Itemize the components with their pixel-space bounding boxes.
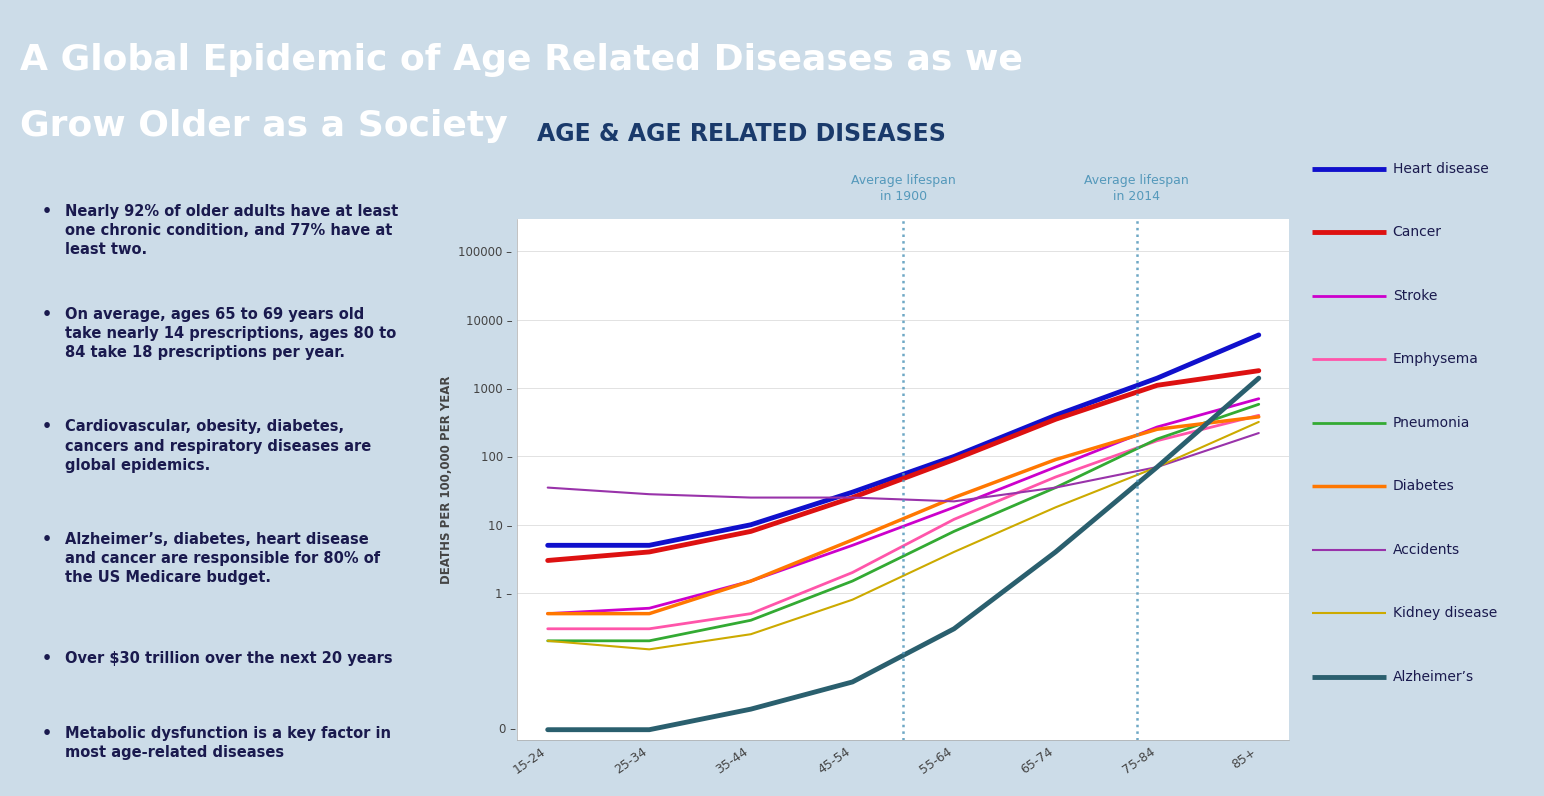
Text: Stroke: Stroke (1393, 289, 1437, 303)
Text: •: • (42, 204, 52, 219)
Text: Alzheimer’s: Alzheimer’s (1393, 669, 1475, 684)
Text: Over $30 trillion over the next 20 years: Over $30 trillion over the next 20 years (65, 650, 392, 665)
Y-axis label: DEATHS PER 100,000 PER YEAR: DEATHS PER 100,000 PER YEAR (440, 376, 452, 583)
Text: Average lifespan
in 2014: Average lifespan in 2014 (1084, 174, 1189, 203)
Text: Cancer: Cancer (1393, 225, 1442, 240)
Text: Cardiovascular, obesity, diabetes,
cancers and respiratory diseases are
global e: Cardiovascular, obesity, diabetes, cance… (65, 419, 371, 473)
Text: •: • (42, 532, 52, 547)
Text: Accidents: Accidents (1393, 543, 1459, 557)
Text: •: • (42, 419, 52, 435)
Text: Nearly 92% of older adults have at least
one chronic condition, and 77% have at
: Nearly 92% of older adults have at least… (65, 204, 398, 257)
Text: Pneumonia: Pneumonia (1393, 416, 1470, 430)
Text: •: • (42, 650, 52, 665)
Text: Alzheimer’s, diabetes, heart disease
and cancer are responsible for 80% of
the U: Alzheimer’s, diabetes, heart disease and… (65, 532, 380, 585)
Text: A Global Epidemic of Age Related Diseases as we: A Global Epidemic of Age Related Disease… (20, 44, 1024, 77)
Text: Heart disease: Heart disease (1393, 162, 1488, 176)
Text: Metabolic dysfunction is a key factor in
most age-related diseases: Metabolic dysfunction is a key factor in… (65, 726, 391, 759)
Text: 0 –: 0 – (499, 724, 516, 736)
Text: On average, ages 65 to 69 years old
take nearly 14 prescriptions, ages 80 to
84 : On average, ages 65 to 69 years old take… (65, 307, 397, 361)
Text: Emphysema: Emphysema (1393, 353, 1479, 366)
Text: Kidney disease: Kidney disease (1393, 607, 1498, 620)
Text: Grow Older as a Society: Grow Older as a Society (20, 108, 508, 142)
Text: Diabetes: Diabetes (1393, 479, 1454, 494)
Text: •: • (42, 307, 52, 322)
Text: Average lifespan
in 1900: Average lifespan in 1900 (851, 174, 956, 203)
Text: •: • (42, 726, 52, 740)
Text: AGE & AGE RELATED DISEASES: AGE & AGE RELATED DISEASES (537, 122, 946, 146)
